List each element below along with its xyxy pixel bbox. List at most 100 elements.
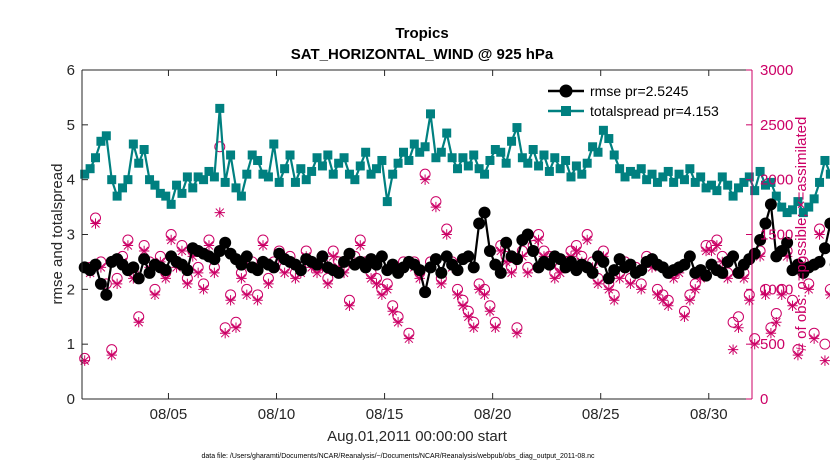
- obs-assimilated-point: [749, 338, 760, 350]
- obs-assimilated-point: [403, 333, 415, 344]
- chart-title: Tropics: [395, 25, 448, 42]
- totalspread-point: [193, 172, 203, 182]
- rmse-point: [818, 242, 830, 255]
- y-tick-label: 0: [67, 391, 75, 408]
- obs-assimilated-point: [609, 295, 620, 306]
- obs-assimilated-point: [484, 306, 496, 317]
- legend-rmse-marker: [559, 84, 573, 98]
- obs-assimilated-point: [138, 245, 150, 257]
- obs-possible-point: [214, 141, 226, 153]
- obs-assimilated-point: [819, 355, 830, 366]
- obs-assimilated-point: [392, 317, 404, 328]
- totalspread-point: [361, 147, 371, 157]
- obs-assimilated-point: [684, 295, 696, 306]
- obs-assimilated-point: [468, 322, 479, 333]
- obs-assimilated-point: [500, 256, 512, 268]
- y-tick-label: 2: [67, 281, 75, 298]
- obs-assimilated-point: [781, 251, 793, 262]
- totalspread-point: [728, 191, 738, 201]
- rmse-point: [462, 250, 475, 263]
- obs-assimilated-point: [230, 322, 242, 333]
- obs-assimilated-point: [457, 300, 469, 311]
- totalspread-point: [263, 172, 273, 182]
- obs-assimilated-point: [695, 273, 706, 284]
- totalspread-point: [555, 164, 565, 174]
- obs-assimilated-point: [808, 333, 820, 344]
- obs-assimilated-point: [355, 240, 366, 251]
- totalspread-point: [420, 142, 430, 152]
- obs-assimilated-point: [225, 295, 236, 306]
- obs-assimilated-point: [495, 245, 506, 257]
- totalspread-point: [307, 166, 317, 176]
- obs-assimilated-point: [679, 311, 690, 322]
- totalspread-point: [118, 183, 128, 193]
- rmse-point: [527, 244, 540, 257]
- totalspread-point: [150, 180, 160, 190]
- totalspread-point: [771, 191, 781, 201]
- obs-assimilated-point: [203, 240, 215, 251]
- totalspread-point: [107, 175, 117, 185]
- totalspread-point: [663, 166, 673, 176]
- rmse-point: [435, 266, 448, 279]
- rmse-point: [494, 266, 507, 279]
- obs-assimilated-point: [614, 273, 625, 284]
- rmse-point: [94, 277, 107, 290]
- rmse-point: [267, 261, 280, 274]
- totalspread-point: [328, 169, 338, 179]
- totalspread-point: [701, 183, 711, 193]
- totalspread-point: [550, 153, 560, 163]
- totalspread-point: [393, 158, 403, 168]
- rmse-point: [500, 236, 513, 249]
- totalspread-point: [453, 164, 463, 174]
- obs-assimilated-point: [533, 234, 544, 246]
- obs-assimilated-point: [311, 267, 323, 279]
- totalspread-point: [674, 169, 684, 179]
- obs-assimilated-point: [328, 251, 339, 262]
- y-tick-right-label: 1000: [760, 281, 793, 298]
- totalspread-point: [685, 164, 695, 174]
- rmse-point: [716, 266, 729, 279]
- totalspread-point: [534, 161, 544, 171]
- rmse-point: [759, 217, 772, 230]
- obs-assimilated-point: [90, 218, 101, 229]
- obs-assimilated-point: [263, 278, 274, 290]
- totalspread-point: [712, 186, 722, 196]
- totalspread-point: [577, 169, 587, 179]
- rmse-point: [332, 266, 345, 279]
- totalspread-point: [809, 194, 819, 204]
- y-tick-right-label: 0: [760, 391, 768, 408]
- obs-assimilated-point: [192, 267, 204, 279]
- obs-assimilated-point: [290, 273, 301, 284]
- totalspread-point: [469, 150, 479, 160]
- obs-assimilated-point: [690, 284, 701, 295]
- rmse-point: [510, 253, 523, 266]
- obs-assimilated-point: [111, 278, 123, 290]
- totalspread-point: [517, 153, 527, 163]
- totalspread-point: [350, 175, 360, 185]
- totalspread-point: [280, 164, 290, 174]
- totalspread-point: [285, 150, 295, 160]
- y-tick-right-label: 3000: [760, 62, 793, 79]
- rmse-point: [138, 253, 151, 266]
- data-file-footnote: data file: /Users/gharamti/Documents/NCA…: [201, 453, 595, 460]
- chart-subtitle: SAT_HORIZONTAL_WIND @ 925 hPa: [291, 46, 554, 63]
- rmse-point: [813, 255, 826, 268]
- totalspread-point: [463, 161, 473, 171]
- obs-assimilated-point: [257, 240, 269, 251]
- totalspread-point: [177, 188, 187, 198]
- totalspread-point: [480, 169, 490, 179]
- totalspread-point: [593, 147, 603, 157]
- obs-assimilated-point: [663, 300, 674, 311]
- obs-assimilated-point: [582, 234, 593, 246]
- rmse-point: [700, 269, 713, 282]
- obs-assimilated-point: [165, 234, 177, 246]
- obs-assimilated-point: [344, 300, 355, 311]
- obs-assimilated-point: [592, 278, 604, 290]
- rmse-point: [451, 264, 464, 277]
- totalspread-point: [490, 145, 500, 155]
- totalspread-point: [750, 186, 760, 196]
- obs-assimilated-point: [95, 262, 107, 273]
- legend-spread-marker: [561, 106, 571, 116]
- totalspread-point: [696, 172, 706, 182]
